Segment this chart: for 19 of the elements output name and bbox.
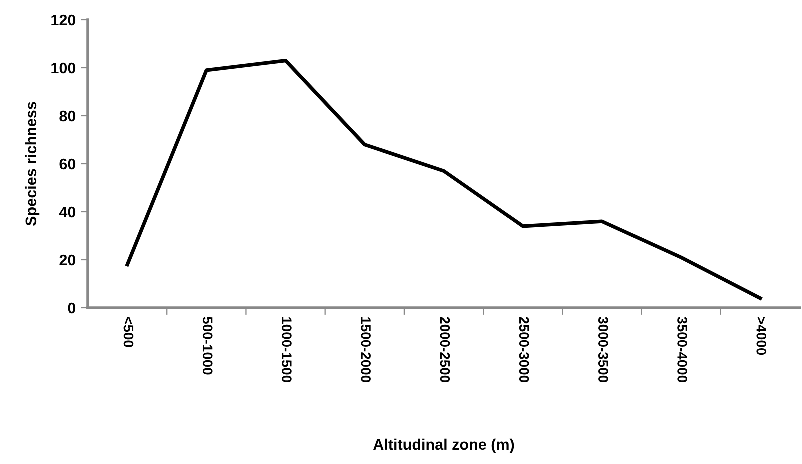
x-tick-label: 3500-4000	[678, 316, 688, 382]
x-tick-label: 2500-3000	[519, 317, 530, 382]
y-tick-label: 120	[52, 14, 76, 26]
x-tick-label: <500	[124, 317, 134, 348]
y-tick-label: 20	[60, 254, 76, 266]
x-tick-label: 1500-2000	[361, 318, 371, 382]
y-axis-title: Species richness	[25, 102, 40, 226]
x-axis-title: Altitudinal zone (m)	[374, 438, 514, 454]
y-tick-label: 0	[68, 302, 76, 314]
y-tick-label: 40	[59, 206, 76, 218]
y-tick-label: 60	[60, 158, 76, 170]
y-tick-label: 80	[60, 110, 76, 122]
x-tick-label: 500-1000	[202, 317, 213, 375]
x-tick-label: >4000	[756, 317, 767, 356]
x-tick-label: 2000-2500	[440, 317, 450, 382]
line-series	[126, 58, 762, 300]
x-tick-label: 1000-1500	[282, 318, 292, 382]
y-tick-label: 100	[52, 62, 76, 74]
x-tick-label: 3000-3500	[598, 316, 608, 382]
